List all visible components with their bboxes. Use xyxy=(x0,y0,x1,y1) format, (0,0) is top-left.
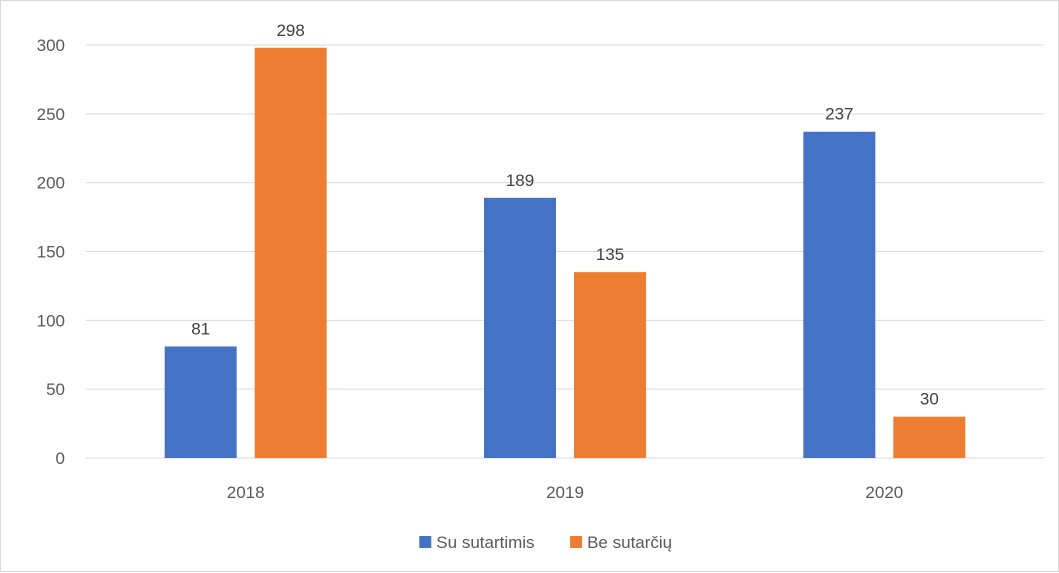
y-tick-label-250: 250 xyxy=(37,105,65,124)
x-tick-label-2019: 2019 xyxy=(546,483,584,502)
legend-label-series-0: Su sutartimis xyxy=(436,533,534,552)
bar-2018-series-0 xyxy=(164,346,237,458)
bars xyxy=(164,47,966,459)
y-tick-label-50: 50 xyxy=(46,380,65,399)
y-axis-ticks: 0 50 100 150 200 250 300 xyxy=(37,36,65,468)
data-labels: 81 298 189 135 237 30 xyxy=(191,21,939,409)
bar-2018-series-1 xyxy=(254,47,327,459)
gridlines xyxy=(86,44,1044,459)
data-label-2018-series-1: 298 xyxy=(276,21,304,40)
x-tick-label-2020: 2020 xyxy=(865,483,903,502)
y-tick-label-200: 200 xyxy=(37,174,65,193)
data-label-2020-series-1: 30 xyxy=(920,390,939,409)
x-axis-ticks: 2018 2019 2020 xyxy=(227,483,903,502)
legend: Su sutartimis Be sutarčių xyxy=(419,533,672,552)
y-tick-label-300: 300 xyxy=(37,36,65,55)
legend-label-series-1: Be sutarčių xyxy=(587,533,672,552)
bar-2020-series-1 xyxy=(893,416,966,458)
y-tick-label-150: 150 xyxy=(37,243,65,262)
bar-2020-series-0 xyxy=(803,131,876,459)
data-label-2019-series-0: 189 xyxy=(506,171,534,190)
y-tick-label-100: 100 xyxy=(37,311,65,330)
bar-2019-series-1 xyxy=(574,272,646,458)
legend-swatch-series-1 xyxy=(570,536,583,548)
data-label-2020-series-0: 237 xyxy=(825,105,853,124)
data-label-2018-series-0: 81 xyxy=(191,319,210,338)
legend-swatch-series-0 xyxy=(419,536,432,548)
bar-2019-series-0 xyxy=(484,197,556,458)
data-label-2019-series-1: 135 xyxy=(596,245,624,264)
x-tick-label-2018: 2018 xyxy=(227,483,265,502)
y-tick-label-0: 0 xyxy=(56,449,65,468)
